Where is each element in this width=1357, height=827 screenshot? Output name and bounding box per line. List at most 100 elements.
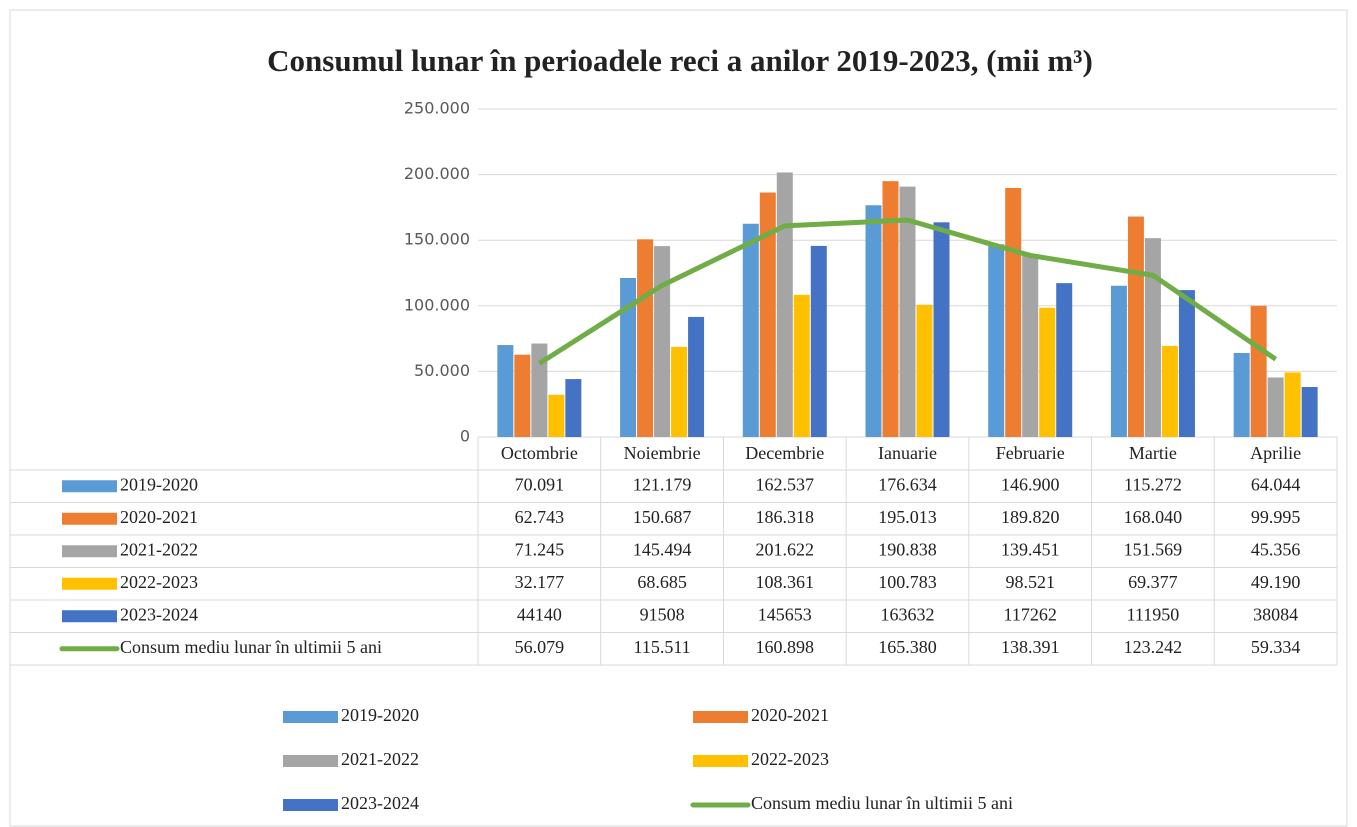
bar [916, 304, 933, 437]
table-cell: 138.391 [1001, 637, 1060, 657]
table-cell: 145653 [758, 604, 812, 624]
legend-key [62, 610, 117, 623]
table-cell: 201.622 [756, 539, 815, 559]
table-cell: 71.245 [515, 539, 565, 559]
legend-key [62, 512, 117, 525]
table-cell: 146.900 [1001, 474, 1060, 494]
table-cell: 45.356 [1251, 539, 1301, 559]
bar [1233, 352, 1250, 437]
bar [899, 186, 916, 437]
table-cell: 49.190 [1251, 572, 1301, 592]
table-cell: 68.685 [637, 572, 687, 592]
legend-key [62, 577, 117, 590]
bar [1022, 254, 1039, 437]
bar [1056, 283, 1073, 437]
bar [1250, 305, 1267, 437]
bar [497, 345, 514, 437]
legend-label: 2022-2023 [751, 749, 829, 769]
legend-label: Consum mediu lunar în ultimii 5 ani [751, 793, 1013, 813]
table-cell: 189.820 [1001, 507, 1060, 527]
table-cell: 195.013 [878, 507, 937, 527]
table-cell: 168.040 [1124, 507, 1183, 527]
bar [531, 343, 548, 437]
legend-label: 2020-2021 [751, 705, 829, 725]
y-tick-label: 200.000 [404, 164, 470, 183]
table-cell: 145.494 [633, 539, 692, 559]
table-row-label: 2021-2022 [120, 539, 198, 559]
bar [1267, 377, 1284, 437]
table-cell: 108.361 [756, 572, 815, 592]
table-cell: 32.177 [515, 572, 565, 592]
x-tick-label: Ianuarie [878, 443, 937, 463]
table-cell: 176.634 [878, 474, 937, 494]
legend-key [62, 545, 117, 558]
legend-label: 2019-2020 [341, 705, 419, 725]
bar [933, 222, 950, 437]
legend-label: 2021-2022 [341, 749, 419, 769]
bar [1284, 372, 1301, 437]
bar [1178, 290, 1195, 437]
bar [1110, 285, 1127, 437]
bar [759, 192, 776, 437]
table-cell: 91508 [640, 604, 685, 624]
y-tick-label: 0 [460, 427, 470, 446]
y-tick-label: 50.000 [414, 361, 470, 380]
table-cell: 123.242 [1124, 637, 1183, 657]
bar [882, 181, 899, 437]
x-tick-label: Aprilie [1250, 443, 1301, 463]
bar [810, 245, 827, 437]
y-tick-label: 250.000 [404, 99, 470, 118]
bar [565, 379, 582, 437]
table-cell: 150.687 [633, 507, 692, 527]
table-cell: 139.451 [1001, 539, 1060, 559]
bar [742, 223, 759, 437]
table-cell: 98.521 [1005, 572, 1055, 592]
table-cell: 38084 [1253, 604, 1298, 624]
bar [688, 316, 705, 437]
table-cell: 117262 [1004, 604, 1057, 624]
legend-key [693, 711, 748, 723]
bar [776, 172, 793, 438]
table-row-label: 2023-2024 [120, 604, 198, 624]
table-cell: 162.537 [756, 474, 815, 494]
legend-key [62, 480, 117, 493]
bar [671, 346, 688, 437]
table-cell: 64.044 [1251, 474, 1301, 494]
bar [793, 294, 810, 437]
bar [865, 205, 882, 437]
table-cell: 160.898 [756, 637, 815, 657]
table-cell: 100.783 [878, 572, 937, 592]
table-cell: 59.334 [1251, 637, 1301, 657]
table-row-label: 2019-2020 [120, 474, 198, 494]
x-tick-label: Februarie [996, 443, 1065, 463]
bar [1301, 387, 1318, 437]
x-tick-label: Noiembrie [624, 443, 701, 463]
bar [620, 278, 637, 437]
table-cell: 151.569 [1124, 539, 1183, 559]
legend-label: 2023-2024 [341, 793, 419, 813]
x-tick-label: Martie [1129, 443, 1177, 463]
table-cell: 163632 [881, 604, 935, 624]
table-cell: 115.511 [633, 637, 690, 657]
line-series [538, 217, 1278, 366]
legend-key [283, 711, 338, 723]
table-cell: 99.995 [1251, 507, 1301, 527]
table-cell: 165.380 [878, 637, 937, 657]
bar [1005, 187, 1022, 437]
y-tick-label: 100.000 [404, 295, 470, 314]
table-cell: 111950 [1127, 604, 1180, 624]
bar [1161, 345, 1178, 437]
bar [1127, 216, 1144, 437]
table-row-label: 2020-2021 [120, 507, 198, 527]
table-cell: 190.838 [878, 539, 937, 559]
x-tick-label: Octombrie [501, 443, 578, 463]
table-cell: 70.091 [515, 474, 565, 494]
bar [637, 239, 654, 437]
table-cell: 69.377 [1128, 572, 1178, 592]
bar [1039, 307, 1056, 437]
table-row-label: 2022-2023 [120, 572, 198, 592]
chart-title: Consumul lunar în perioadele reci a anil… [267, 43, 1093, 78]
table-cell: 44140 [517, 604, 562, 624]
bar [988, 244, 1005, 437]
